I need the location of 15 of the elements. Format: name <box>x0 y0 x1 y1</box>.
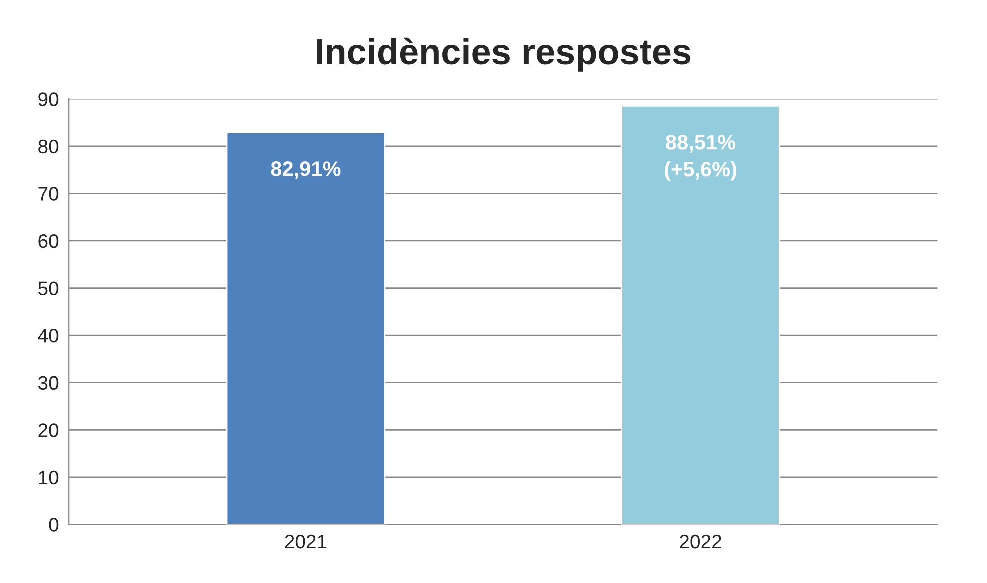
data-label: 88,51% (+5,6%) <box>665 135 736 181</box>
y-tick-label: 40 <box>38 329 59 343</box>
y-tick-label: 90 <box>38 92 59 106</box>
y-tick-label: 80 <box>38 140 59 154</box>
y-tick-label: 20 <box>38 424 59 438</box>
y-tick-label: 50 <box>38 282 59 296</box>
y-tick-label: 30 <box>38 376 59 390</box>
y-tick-label: 70 <box>38 187 59 201</box>
x-tick-label: 2022 <box>680 534 722 549</box>
chart-title: Incidències respostes <box>317 38 691 72</box>
y-tick-label: 10 <box>39 470 59 485</box>
x-tick-label: 2021 <box>285 534 327 549</box>
y-tick-label: 0 <box>49 518 59 532</box>
y-tick-label: 60 <box>38 234 59 248</box>
data-label: 82,91% <box>271 162 341 180</box>
